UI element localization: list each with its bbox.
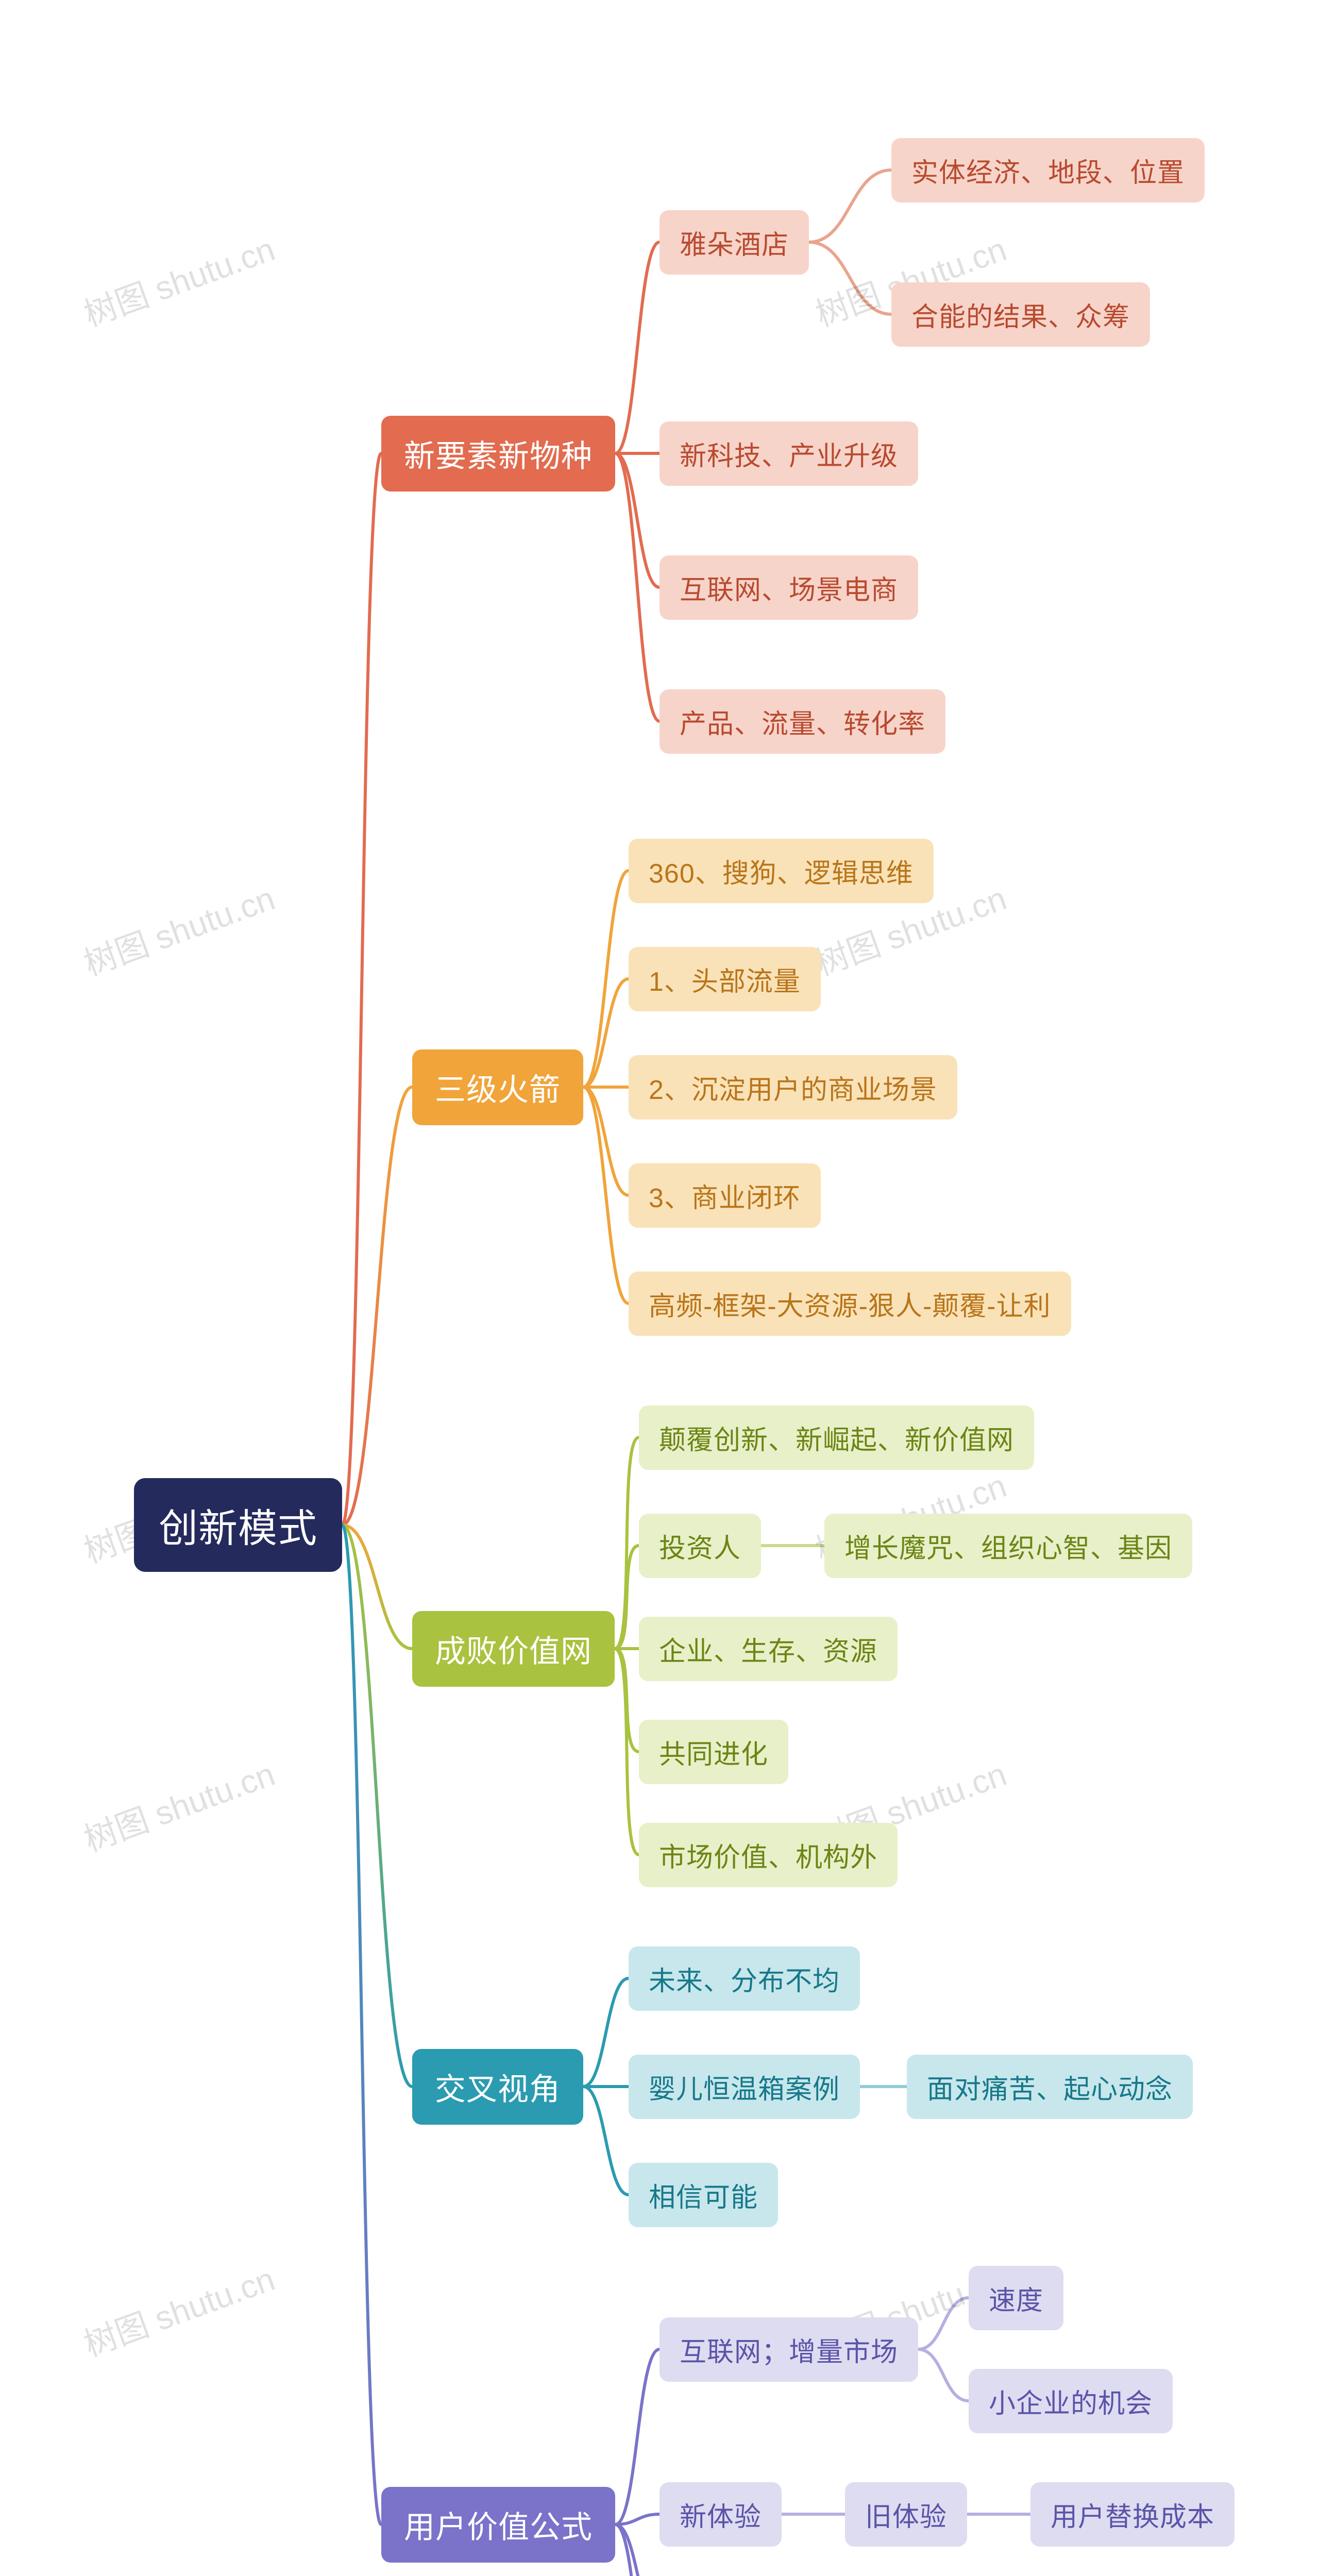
leaf-node[interactable]: 互联网、场景电商 [660, 555, 918, 620]
connector [615, 1546, 639, 1649]
connector [615, 2524, 660, 2576]
connector [615, 242, 660, 453]
branch-node[interactable]: 三级火箭 [412, 1049, 583, 1125]
leaf-node[interactable]: 实体经济、地段、位置 [891, 138, 1205, 202]
leaf-node[interactable]: 增长魔咒、组织心智、基因 [824, 1514, 1192, 1578]
connector [583, 1087, 629, 1195]
connector [918, 2349, 969, 2401]
connector [615, 2514, 660, 2524]
mindmap-canvas: 树图 shutu.cn 树图 shutu.cn 树图 shutu.cn 树图 shut… [0, 0, 1319, 2576]
leaf-node[interactable]: 企业、生存、资源 [639, 1617, 898, 1681]
watermark: 树图 shutu.cn [77, 1748, 281, 1861]
leaf-node[interactable]: 相信可能 [629, 2163, 778, 2227]
connector [583, 871, 629, 1087]
branch-node[interactable]: 新要素新物种 [381, 416, 615, 492]
connector [583, 979, 629, 1087]
connector [342, 1525, 381, 2524]
connector [615, 453, 660, 721]
connector [342, 453, 381, 1525]
branch-node[interactable]: 用户价值公式 [381, 2487, 615, 2563]
watermark: 树图 shutu.cn [77, 872, 281, 985]
connector [342, 1525, 412, 1649]
leaf-node[interactable]: 面对痛苦、起心动念 [907, 2055, 1193, 2119]
root-node[interactable]: 创新模式 [134, 1478, 342, 1572]
leaf-node[interactable]: 未来、分布不均 [629, 1946, 860, 2011]
leaf-node[interactable]: 3、商业闭环 [629, 1163, 821, 1228]
leaf-node[interactable]: 新科技、产业升级 [660, 421, 918, 486]
connector [809, 242, 891, 314]
leaf-node[interactable]: 1、头部流量 [629, 947, 821, 1011]
leaf-node[interactable]: 小企业的机会 [969, 2369, 1173, 2433]
leaf-node[interactable]: 投资人 [639, 1514, 761, 1578]
watermark: 树图 shutu.cn [77, 2253, 281, 2366]
leaf-node[interactable]: 颠覆创新、新崛起、新价值网 [639, 1405, 1034, 1470]
leaf-node[interactable]: 产品、流量、转化率 [660, 689, 945, 754]
leaf-node[interactable]: 速度 [969, 2266, 1063, 2330]
leaf-node[interactable]: 新体验 [660, 2482, 782, 2547]
connector [583, 2087, 629, 2195]
leaf-node[interactable]: 雅朵酒店 [660, 210, 809, 275]
connector [615, 1649, 639, 1855]
connector [615, 1649, 639, 1752]
leaf-node[interactable]: 旧体验 [845, 2482, 967, 2547]
leaf-node[interactable]: 用户替换成本 [1030, 2482, 1235, 2547]
watermark: 树图 shutu.cn [77, 223, 281, 336]
connector [918, 2298, 969, 2349]
connector [615, 2524, 660, 2576]
connector [583, 1087, 629, 1303]
leaf-node[interactable]: 360、搜狗、逻辑思维 [629, 839, 934, 903]
leaf-node[interactable]: 婴儿恒温箱案例 [629, 2055, 860, 2119]
leaf-node[interactable]: 高频-框架-大资源-狠人-颠覆-让利 [629, 1272, 1071, 1336]
connector [615, 2349, 660, 2524]
branch-node[interactable]: 成败价值网 [412, 1611, 615, 1687]
leaf-node[interactable]: 市场价值、机构外 [639, 1823, 898, 1887]
connector [615, 1437, 639, 1649]
connector [615, 453, 660, 587]
connector [342, 1525, 412, 2087]
leaf-node[interactable]: 合能的结果、众筹 [891, 282, 1150, 347]
connector [809, 170, 891, 242]
branch-node[interactable]: 交叉视角 [412, 2049, 583, 2125]
leaf-node[interactable]: 互联网；增量市场 [660, 2317, 918, 2382]
connector [583, 1978, 629, 2087]
leaf-node[interactable]: 2、沉淀用户的商业场景 [629, 1055, 957, 1120]
leaf-node[interactable]: 共同进化 [639, 1720, 788, 1784]
connector [342, 1087, 412, 1525]
